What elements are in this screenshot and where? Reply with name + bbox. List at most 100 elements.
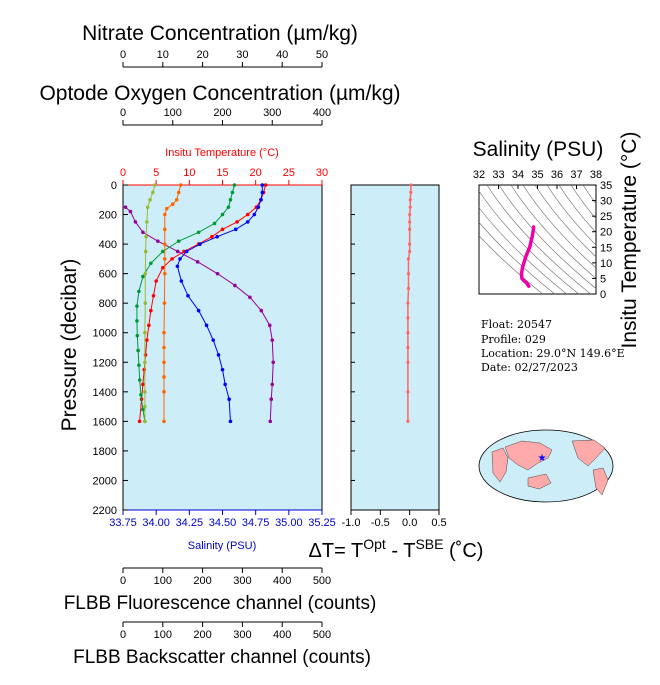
nitrate-profile-point — [212, 221, 217, 226]
ts-density-contour — [522, 185, 596, 269]
delta-t-point — [406, 360, 410, 364]
fluorescence-tick-label: 300 — [233, 575, 251, 587]
ts-density-contour — [582, 185, 596, 205]
delta-t-point — [408, 242, 412, 246]
oxygen-profile-point — [268, 419, 273, 424]
salinity-axis: 33.75 34.00 34.25 34.50 34.75 35.00 35.25 — [109, 509, 336, 529]
fluorescence-profile-point — [170, 202, 175, 207]
delta-t-axis-title: ΔT= TOpt - TSBE (˚C) — [309, 536, 484, 562]
delta-t-point — [408, 227, 412, 231]
pressure-tick-label: 1000 — [93, 328, 117, 340]
pressure-tick-label: 1800 — [93, 446, 117, 458]
nitrate-tick-label: 30 — [236, 49, 248, 61]
oxygen-profile-point — [215, 271, 220, 276]
delta-t-plot-area — [350, 184, 440, 511]
salinity-profile-point — [223, 382, 227, 387]
nitrate-profile-point — [136, 348, 140, 353]
pressure-tick-label: 800 — [99, 298, 117, 310]
backscatter-profile-point — [143, 404, 147, 409]
fluorescence-profile-point — [162, 242, 167, 246]
ts-density-contour — [498, 185, 596, 289]
ts-series-group — [519, 225, 536, 288]
fluorescence-profile-point — [162, 212, 167, 217]
salinity-profile-point — [198, 242, 202, 246]
salinity-profile-point — [256, 205, 261, 209]
oxygen-axis-title: Optode Oxygen Concentration (µm/kg) — [39, 82, 400, 105]
salinity-profile-point — [178, 257, 182, 261]
salinity-profile-point — [211, 338, 216, 342]
oxygen-axis: 0 100 200 300 400 — [120, 107, 331, 126]
delta-t-tick-label: 0.0 — [402, 517, 417, 529]
temperature-profile-point — [182, 249, 186, 254]
salinity-profile-point — [233, 227, 238, 232]
nitrate-axis-title: Nitrate Concentration (µm/kg) — [82, 22, 358, 45]
ts-x-tick-label: 36 — [551, 169, 563, 181]
temperature-tick-label: 5 — [153, 167, 159, 179]
salinity-tick-label: 35.25 — [308, 517, 336, 529]
salinity-profile-point — [252, 212, 257, 217]
fluorescence-profile-point — [164, 206, 169, 211]
backscatter-profile-point — [143, 249, 148, 254]
oxygen-profile-point — [259, 308, 264, 313]
salinity-profile-line — [176, 185, 263, 422]
salinity-profile-point — [179, 279, 184, 283]
temperature-tick-label: 0 — [120, 167, 126, 179]
delta-t-axis: -1.0 -0.5 0.0 0.5 — [342, 184, 447, 529]
pressure-tick-label: 200 — [99, 210, 117, 222]
temperature-tick-label: 10 — [183, 167, 195, 179]
nitrate-tick-label: 10 — [157, 49, 169, 61]
world-map: ★ — [478, 429, 614, 503]
map-land-africa — [491, 447, 509, 483]
temperature-profile-point — [210, 234, 214, 239]
oxygen-profile-point — [269, 397, 274, 402]
temperature-profile-point — [145, 338, 149, 342]
temperature-profile-point — [263, 183, 268, 187]
salinity-profile-point — [175, 264, 180, 269]
ts-y-tick-label: 0 — [600, 289, 606, 301]
backscatter-profile-point — [153, 183, 157, 187]
backscatter-tick-label: 100 — [154, 629, 172, 641]
salinity-profile-point — [196, 308, 201, 313]
backscatter-tick-label: 500 — [313, 629, 331, 641]
pressure-tick-label: 400 — [99, 239, 117, 251]
ts-y-tick-label: 20 — [600, 227, 612, 239]
fluorescence-tick-label: 0 — [120, 575, 126, 587]
backscatter-tick-label: 0 — [120, 629, 126, 641]
ts-axes: 32 33 34 35 36 37 38 0 5 10 15 20 25 30 35 — [473, 169, 612, 301]
temperature-tick-label: 20 — [250, 167, 262, 179]
temperature-profile-point — [142, 367, 147, 372]
oxygen-profile-point — [270, 338, 275, 342]
backscatter-profile-point — [143, 419, 147, 424]
pressure-tick-label: 2000 — [93, 475, 117, 487]
ts-y-tick-label: 5 — [600, 273, 606, 285]
map-land-south-america — [592, 467, 609, 496]
oxygen-profile-point — [128, 209, 133, 214]
temperature-axis-title: Insitu Temperature (°C) — [165, 147, 279, 159]
fluorescence-profile-point — [178, 183, 183, 187]
fluorescence-profile-point — [162, 330, 166, 335]
date: Date: 02/27/2023 — [481, 361, 578, 374]
delta-t-point — [406, 301, 410, 305]
delta-t-point — [406, 272, 411, 276]
temperature-profile-point — [143, 353, 148, 357]
nitrate-profile-point — [139, 392, 143, 397]
fluorescence-tick-label: 500 — [313, 575, 331, 587]
ts-density-contour — [479, 190, 580, 294]
nitrate-profile-point — [196, 230, 201, 235]
oxygen-tick-label: 100 — [164, 107, 182, 119]
oxygen-profile-point — [156, 239, 160, 243]
delta-t-point — [406, 345, 410, 350]
nitrate-tick-label: 50 — [316, 49, 328, 61]
fluorescence-tick-label: 400 — [273, 575, 291, 587]
nitrate-axis: 0 10 20 30 40 50 — [120, 49, 328, 68]
nitrate-profile-point — [228, 197, 233, 202]
delta-t-point — [408, 205, 412, 209]
ts-y-tick-label: 35 — [600, 180, 612, 192]
fluorescence-axis-title: FLBB Fluorescence channel (counts) — [64, 593, 377, 614]
backscatter-profile-point — [145, 220, 149, 224]
salinity-tick-label: 34.75 — [242, 517, 270, 529]
backscatter-profile-point — [143, 271, 148, 276]
oxygen-profile-point — [267, 323, 272, 328]
ts-density-contour — [546, 185, 596, 246]
salinity-axis-title: Salinity (PSU) — [188, 540, 256, 552]
